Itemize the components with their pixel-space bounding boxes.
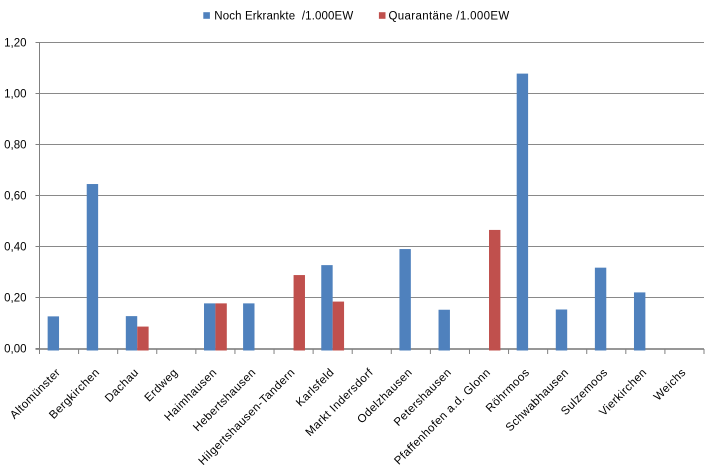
svg-text:1,20: 1,20 bbox=[4, 38, 26, 50]
svg-text:1,00: 1,00 bbox=[4, 89, 26, 101]
svg-text:Noch Erkrankte /1.000EW: Noch Erkrankte /1.000EW bbox=[214, 11, 353, 23]
svg-text:0,60: 0,60 bbox=[4, 191, 26, 203]
svg-text:0,00: 0,00 bbox=[4, 344, 26, 356]
svg-text:Quarantäne /1.000EW: Quarantäne /1.000EW bbox=[389, 11, 510, 23]
svg-text:0,40: 0,40 bbox=[4, 242, 26, 254]
svg-text:0,20: 0,20 bbox=[4, 293, 26, 305]
svg-text:0,80: 0,80 bbox=[4, 140, 26, 152]
